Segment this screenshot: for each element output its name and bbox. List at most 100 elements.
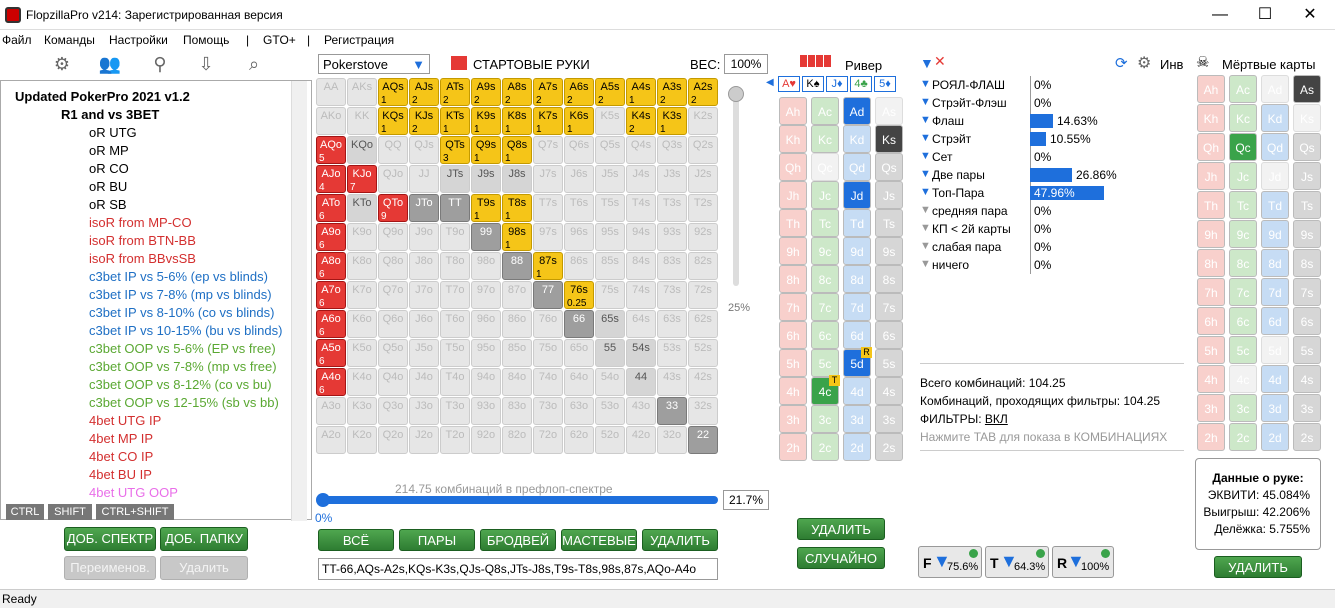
hand-cell[interactable]: Q9o: [378, 223, 408, 251]
dead-card[interactable]: Kh: [1197, 104, 1225, 132]
hand-cell[interactable]: K3o: [347, 397, 377, 425]
dead-card[interactable]: 9d: [1261, 220, 1289, 248]
hand-cell[interactable]: T6s: [564, 194, 594, 222]
board-card-option[interactable]: 4h: [779, 377, 807, 405]
tree-item[interactable]: oR MP: [89, 143, 129, 158]
hand-cell[interactable]: ATs 2: [440, 78, 470, 106]
tree-item[interactable]: oR UTG: [89, 125, 137, 140]
board-card-option[interactable]: 6c: [811, 321, 839, 349]
board-card-option[interactable]: As: [875, 97, 903, 125]
hand-cell[interactable]: 85o: [502, 339, 532, 367]
dead-card[interactable]: 8s: [1293, 249, 1321, 277]
board-card-option[interactable]: 6s: [875, 321, 903, 349]
dead-card[interactable]: Jc: [1229, 162, 1257, 190]
hand-cell[interactable]: J3o: [409, 397, 439, 425]
board-card-option[interactable]: Kd: [843, 125, 871, 153]
dead-card[interactable]: 5h: [1197, 336, 1225, 364]
board-delete-button[interactable]: УДАЛИТЬ: [797, 518, 885, 540]
tree-item[interactable]: oR SB: [89, 197, 127, 212]
dead-card[interactable]: 2h: [1197, 423, 1225, 451]
hand-cell[interactable]: T4s: [626, 194, 656, 222]
dead-card[interactable]: 7c: [1229, 278, 1257, 306]
board-card-option[interactable]: 2c: [811, 433, 839, 461]
tree-root[interactable]: Updated PokerPro 2021 v1.2: [15, 89, 190, 104]
hand-cell[interactable]: K4s 2: [626, 107, 656, 135]
dead-card[interactable]: 2s: [1293, 423, 1321, 451]
hand-cell[interactable]: Q6s: [564, 136, 594, 164]
dead-card[interactable]: Qc: [1229, 133, 1257, 161]
hand-cell[interactable]: J9s: [471, 165, 501, 193]
board-card-option[interactable]: 5h: [779, 349, 807, 377]
stat-filter-icon[interactable]: ▼: [920, 186, 931, 198]
filter-add-icon[interactable]: ⚲: [153, 54, 167, 74]
hand-cell[interactable]: 32s: [688, 397, 718, 425]
invert-label[interactable]: Инв: [1160, 57, 1184, 72]
tree-folder[interactable]: R1 and vs 3BET: [61, 107, 160, 122]
board-back-icon[interactable]: ◀: [766, 77, 774, 88]
hand-cell[interactable]: K3s 1: [657, 107, 687, 135]
board-card-option[interactable]: 9c: [811, 237, 839, 265]
hand-cell[interactable]: 93o: [471, 397, 501, 425]
hand-cell[interactable]: A5o 6: [316, 339, 346, 367]
hand-cell[interactable]: 63s: [657, 310, 687, 338]
dead-card[interactable]: 7h: [1197, 278, 1225, 306]
hand-cell[interactable]: T7o: [440, 281, 470, 309]
hand-cell[interactable]: 42o: [626, 426, 656, 454]
range-text-input[interactable]: TT-66,AQs-A2s,KQs-K3s,QJs-Q8s,JTs-J8s,T9…: [318, 558, 718, 580]
menu-file[interactable]: Файл: [2, 33, 32, 47]
hand-cell[interactable]: 97s: [533, 223, 563, 251]
hand-cell[interactable]: 62o: [564, 426, 594, 454]
hand-cell[interactable]: Q8o: [378, 252, 408, 280]
hand-cell[interactable]: J2s: [688, 165, 718, 193]
board-card[interactable]: K♠: [802, 76, 824, 92]
hand-cell[interactable]: Q2o: [378, 426, 408, 454]
stat-filter-icon[interactable]: ▼: [920, 132, 931, 144]
hand-cell[interactable]: 22: [688, 426, 718, 454]
hand-cell[interactable]: 73o: [533, 397, 563, 425]
board-card[interactable]: 5♦: [874, 76, 896, 92]
hand-cell[interactable]: Q7o: [378, 281, 408, 309]
dead-card[interactable]: 3d: [1261, 394, 1289, 422]
hand-cell[interactable]: T9s 1: [471, 194, 501, 222]
weight-slider-handle[interactable]: [728, 86, 744, 102]
close-button[interactable]: ✕: [1303, 6, 1317, 23]
hand-cell[interactable]: A7o 6: [316, 281, 346, 309]
board-card-option[interactable]: Td: [843, 209, 871, 237]
dead-card[interactable]: 9h: [1197, 220, 1225, 248]
hand-cell[interactable]: 53o: [595, 397, 625, 425]
hand-cell[interactable]: K9o: [347, 223, 377, 251]
board-card-option[interactable]: 7c: [811, 293, 839, 321]
hand-cell[interactable]: 66: [564, 310, 594, 338]
board-card-option[interactable]: Ad: [843, 97, 871, 125]
hand-cell[interactable]: A4s 1: [626, 78, 656, 106]
board-card-option[interactable]: 6d: [843, 321, 871, 349]
hand-cell[interactable]: 55: [595, 339, 625, 367]
hand-cell[interactable]: AJo 4: [316, 165, 346, 193]
hand-cell[interactable]: A8o 6: [316, 252, 346, 280]
pairs-button[interactable]: ПАРЫ: [399, 529, 475, 551]
hand-cell[interactable]: K6s 1: [564, 107, 594, 135]
hand-cell[interactable]: JTs: [440, 165, 470, 193]
board-card-option[interactable]: 8c: [811, 265, 839, 293]
hand-cell[interactable]: 93s: [657, 223, 687, 251]
board-card-option[interactable]: Qh: [779, 153, 807, 181]
hand-cell[interactable]: J4s: [626, 165, 656, 193]
hand-cell[interactable]: 62s: [688, 310, 718, 338]
select-all-button[interactable]: ВСЁ: [318, 529, 394, 551]
hand-cell[interactable]: KJo 7: [347, 165, 377, 193]
board-card-option[interactable]: 3d: [843, 405, 871, 433]
hand-cell[interactable]: KK: [347, 107, 377, 135]
hand-cell[interactable]: K5s: [595, 107, 625, 135]
broadway-button[interactable]: БРОДВЕЙ: [480, 529, 556, 551]
dead-card[interactable]: 5s: [1293, 336, 1321, 364]
stat-filter-icon[interactable]: ▼: [920, 204, 931, 216]
hand-cell[interactable]: 83s: [657, 252, 687, 280]
hand-cell[interactable]: J5o: [409, 339, 439, 367]
board-card-option[interactable]: Ah: [779, 97, 807, 125]
menu-registration[interactable]: Регистрация: [324, 33, 395, 47]
hand-cell[interactable]: T3o: [440, 397, 470, 425]
hand-cell[interactable]: 98s 1: [502, 223, 532, 251]
board-card-option[interactable]: 3c: [811, 405, 839, 433]
hand-cell[interactable]: KJs 2: [409, 107, 439, 135]
hand-cell[interactable]: Q2s: [688, 136, 718, 164]
